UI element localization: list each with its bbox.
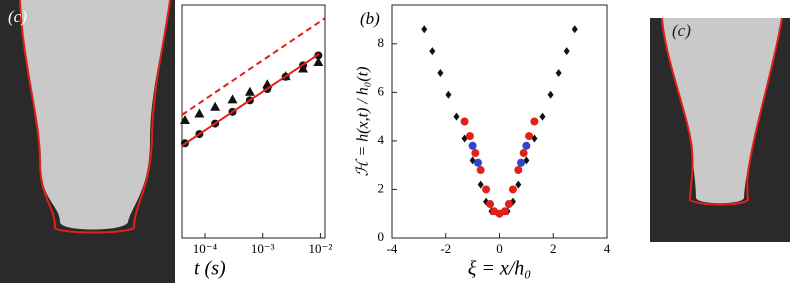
x-tick-label: 10⁻³ <box>251 241 275 256</box>
fit-line <box>181 53 320 147</box>
y-tick-label: 0 <box>378 229 385 244</box>
data-point <box>437 68 444 77</box>
data-point <box>539 112 546 121</box>
data-point <box>525 132 534 141</box>
data-point <box>453 112 460 121</box>
data-point <box>515 180 522 189</box>
drop-shape <box>662 18 782 204</box>
data-point <box>465 132 474 141</box>
image-panel-left: (c) <box>0 0 175 283</box>
chart-panel: 10⁻⁴ 10⁻³ 10⁻² t (s) <box>179 4 333 280</box>
data-point <box>500 207 509 216</box>
data-point <box>486 200 495 209</box>
image-panel-right: (c) <box>650 17 790 242</box>
x-tick-label: 10⁻⁴ <box>193 241 218 256</box>
plot-frame <box>391 4 608 239</box>
data-point <box>476 166 485 175</box>
data-point <box>477 180 484 189</box>
data-point <box>508 185 517 194</box>
data-point <box>547 90 554 99</box>
data-point <box>530 117 539 126</box>
data-point <box>504 200 513 209</box>
y-tick-label: 4 <box>378 132 385 147</box>
data-point <box>194 108 205 118</box>
x-axis-label: t (s) <box>194 258 226 280</box>
panel-label: (c) <box>8 7 27 26</box>
data-point <box>519 149 528 158</box>
data-point <box>471 149 480 158</box>
data-point <box>313 57 324 67</box>
data-point <box>421 25 428 34</box>
data-point <box>514 166 523 175</box>
y-tick-label: 2 <box>378 180 385 195</box>
plot-frame <box>181 4 326 239</box>
data-point <box>563 47 570 56</box>
data-point <box>517 158 525 167</box>
y-tick-label: 6 <box>378 83 385 98</box>
x-tick-label: 10⁻² <box>309 241 333 256</box>
data-point <box>474 158 482 167</box>
chart-panel: -4 -2 0 2 4 0 2 4 6 8 ξ = x/h₀ ℋ = h(x,t) / h₀(t) (b… <box>355 4 611 280</box>
profile-outline <box>661 17 783 206</box>
data-point <box>445 90 452 99</box>
profile-outline <box>19 0 171 234</box>
y-tick-label: 8 <box>378 35 385 50</box>
x-tick-label: -4 <box>387 241 398 256</box>
data-point <box>429 47 436 56</box>
data-point <box>571 25 578 34</box>
data-point <box>227 94 238 104</box>
x-tick-label: 4 <box>604 241 611 256</box>
x-tick-label: -2 <box>440 241 451 256</box>
data-point <box>179 115 190 125</box>
data-point <box>210 101 221 111</box>
x-tick-label: 2 <box>550 241 557 256</box>
data-point <box>468 141 477 150</box>
x-axis-label: ξ = x/h₀ <box>468 258 531 280</box>
data-point <box>555 68 562 77</box>
data-point <box>460 117 469 126</box>
panel-label: (c) <box>672 21 691 40</box>
x-tick-label: 0 <box>496 241 503 256</box>
panel-label: (b) <box>360 9 380 28</box>
data-point <box>482 185 491 194</box>
fit-line <box>181 17 326 116</box>
data-point <box>244 86 255 96</box>
data-point <box>522 141 531 150</box>
drop-shape <box>20 0 170 230</box>
y-axis-label: ℋ = h(x,t) / h₀(t) <box>355 67 372 177</box>
